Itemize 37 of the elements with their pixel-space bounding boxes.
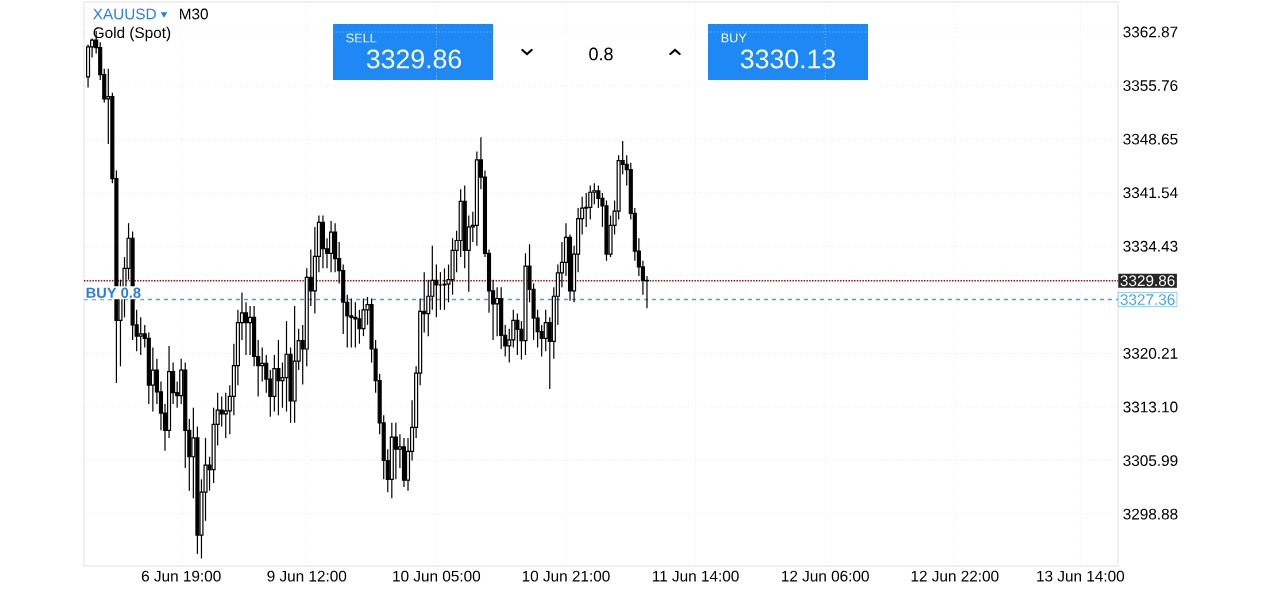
y-tick-label: 3320.21	[1123, 348, 1178, 359]
candlestick	[401, 437, 407, 488]
x-tick-label: 13 Jun 14:00	[1037, 570, 1125, 582]
candlestick	[567, 233, 573, 302]
x-tick-label: 9 Jun 12:00	[267, 570, 347, 582]
x-tick-label: 10 Jun 21:00	[522, 570, 610, 582]
ref-line-label: 3329.86	[1120, 275, 1175, 287]
y-tick-label: 3305.99	[1123, 455, 1178, 467]
x-tick-label: 6 Jun 19:00	[141, 570, 221, 582]
y-tick-label: 3334.43	[1123, 240, 1178, 252]
candlestick	[248, 305, 253, 356]
annotation: 0.8	[589, 47, 613, 61]
annotation: 3330.13	[740, 49, 836, 69]
y-tick-label: 3313.10	[1123, 401, 1178, 413]
text: Gold (Spot)	[93, 26, 171, 42]
candlestick	[284, 320, 289, 413]
x-tick-label: 12 Jun 06:00	[782, 570, 869, 582]
y-tick-label: 3355.76	[1123, 80, 1178, 91]
candlestick	[86, 43, 91, 89]
x-tick-label: 11 Jun 14:00	[652, 570, 739, 582]
candlestick	[292, 305, 297, 424]
annotation: SELL	[346, 33, 377, 43]
candlestick	[320, 215, 326, 269]
annotation: BUY 0.8	[86, 287, 141, 298]
x-tick-label: 12 Jun 22:00	[911, 570, 999, 582]
y-tick-label: 3348.65	[1123, 133, 1178, 145]
y-tick-label: 3298.88	[1123, 508, 1178, 520]
annotation: BUY	[721, 33, 747, 43]
chart-title: XAUUSD	[93, 8, 156, 20]
y-tick-label: 3362.87	[1123, 26, 1178, 38]
candlestick	[329, 220, 334, 273]
y-tick-label: 3341.54	[1123, 187, 1178, 199]
x-tick-label: 10 Jun 05:00	[393, 570, 481, 582]
annotation: M30	[179, 8, 208, 20]
ref-line-label: 3327.36	[1120, 294, 1175, 305]
candlestick	[276, 339, 281, 416]
annotation: 3329.86	[366, 49, 462, 69]
